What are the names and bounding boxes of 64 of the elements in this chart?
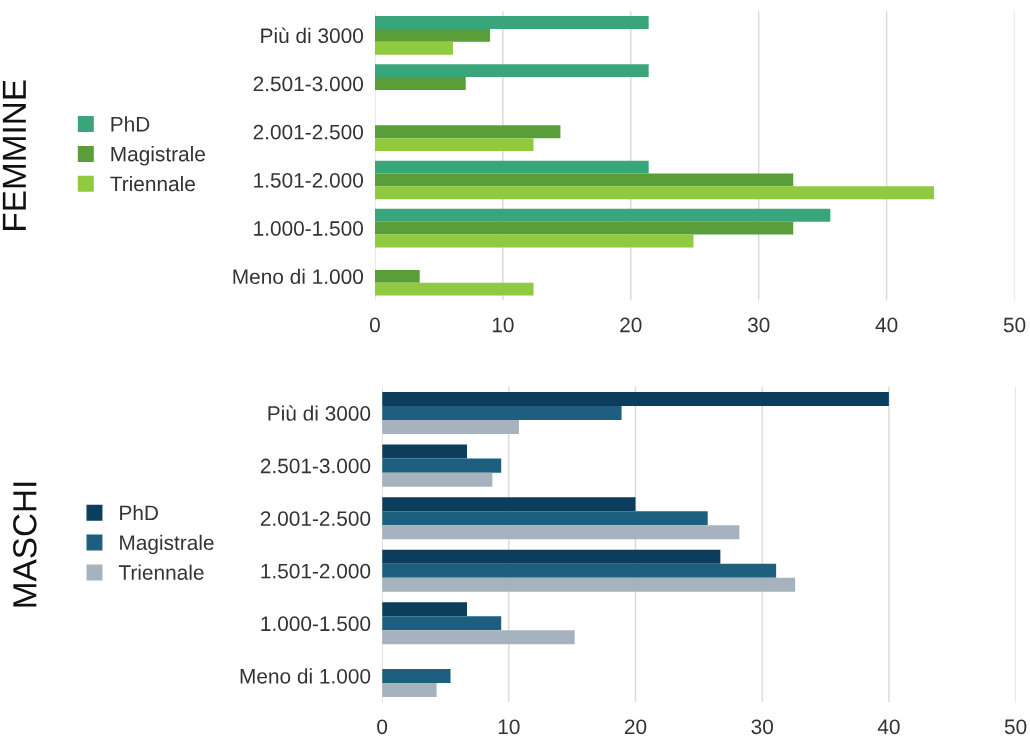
bar (382, 458, 502, 473)
y-tick-label: 2.001-2.500 (260, 511, 371, 526)
bar (374, 41, 453, 55)
bar (374, 186, 934, 200)
bar (382, 406, 622, 421)
x-tick-label: 0 (369, 317, 380, 333)
legend-label: Magistrale (111, 146, 205, 166)
x-tick-label: 0 (377, 719, 388, 735)
x-tick-label: 10 (498, 719, 520, 735)
bar (374, 16, 649, 29)
bar (382, 668, 451, 683)
y-tick-label: 1.501-2.000 (254, 172, 364, 188)
x-tick-label: 10 (492, 317, 514, 333)
x-tick-label: 20 (620, 317, 642, 333)
x-tick-label: 20 (624, 719, 647, 735)
bar (382, 616, 502, 631)
bar (382, 511, 708, 526)
y-tick-label: Più di 3000 (268, 405, 371, 421)
x-tick-label: 30 (747, 317, 770, 333)
bar (382, 682, 437, 697)
bar (382, 497, 636, 512)
bar (374, 269, 420, 283)
bar (374, 173, 794, 187)
bar (374, 234, 694, 248)
legend-label: Magistrale (120, 534, 214, 555)
legend-label: Triennale (110, 175, 195, 192)
x-tick-label: 40 (877, 719, 900, 735)
bar (374, 138, 534, 152)
y-tick-label: Più di 3000 (261, 27, 363, 44)
bar (374, 160, 649, 174)
y-tick-label: 2.001-2.500 (253, 124, 364, 140)
bar (374, 64, 649, 78)
bar (382, 602, 468, 617)
bar (382, 392, 889, 407)
bar (382, 525, 740, 540)
bar (382, 630, 575, 645)
y-axis-title: FEMMINE (2, 80, 26, 230)
y-tick-label: 1.000-1.500 (261, 616, 371, 632)
y-tick-label: 2.501-3.000 (253, 76, 364, 92)
bar (382, 420, 519, 435)
bar (374, 125, 561, 139)
bar (382, 549, 721, 564)
bar (374, 221, 794, 235)
bar (382, 563, 777, 578)
legend-label: PhD (111, 116, 150, 132)
bar (374, 28, 491, 42)
x-tick-label: 50 (1004, 719, 1027, 735)
bar (374, 282, 534, 296)
x-tick-label: 30 (751, 719, 773, 735)
y-tick-label: 1.501-2.000 (261, 563, 371, 579)
legend-label: PhD (120, 504, 158, 521)
bar (382, 577, 796, 592)
y-tick-label: Meno di 1.000 (240, 668, 371, 684)
bar (382, 444, 468, 459)
legend-label: Triennale (118, 564, 204, 580)
bar (382, 472, 493, 487)
y-tick-label: Meno di 1.000 (233, 268, 364, 285)
bar (374, 77, 466, 90)
y-tick-label: 1.000-1.500 (254, 221, 364, 236)
y-axis-title: MASCHI (13, 482, 37, 607)
bar (374, 208, 831, 222)
x-tick-label: 50 (1003, 317, 1026, 333)
y-tick-label: 2.501-3.000 (260, 458, 371, 474)
x-tick-label: 40 (875, 317, 898, 333)
